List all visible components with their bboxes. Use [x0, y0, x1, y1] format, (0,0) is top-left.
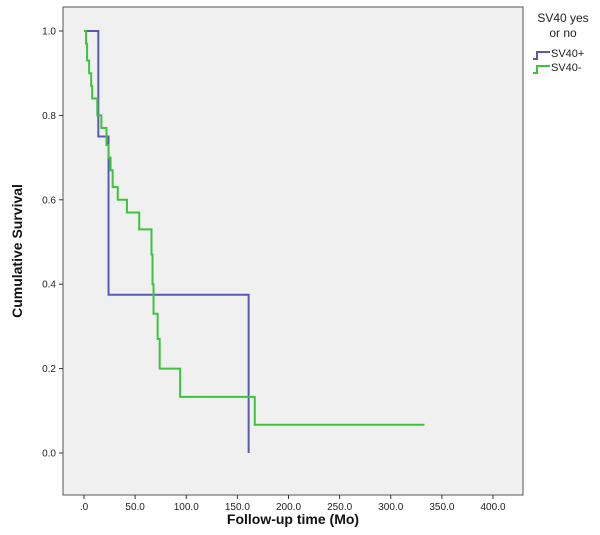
legend-swatch-sv40-	[533, 51, 550, 60]
y-axis-title: Cumulative Survival	[9, 184, 25, 318]
y-tick-label: 0.2	[42, 364, 56, 375]
legend-title: SV40 yes	[537, 11, 588, 25]
plot-area	[62, 6, 524, 496]
series-line-sv40-	[84, 30, 425, 426]
x-tick-label: 350.0	[429, 502, 454, 513]
x-tick-label: 50.0	[125, 502, 145, 513]
x-tick-label: 100.0	[174, 502, 199, 513]
series-line-sv40-	[84, 30, 250, 453]
x-tick-label: .0	[80, 502, 89, 513]
x-axis-title: Follow-up time (Mo)	[227, 511, 359, 527]
x-tick-label: 150.0	[225, 502, 250, 513]
legend-swatch-sv40-	[533, 65, 550, 74]
x-axis: .0 50.0 100.0 150.0 200.0 250.0 300.0 350.0 400.…	[80, 495, 506, 513]
legend: SV40 yes or no SV40+ SV40-	[533, 11, 589, 74]
x-tick-label: 200.0	[276, 502, 301, 513]
legend-label-sv40-: SV40-	[551, 62, 582, 74]
legend-label-sv40-: SV40+	[551, 48, 584, 60]
series-layer	[84, 30, 425, 453]
x-tick-label: 300.0	[378, 502, 403, 513]
y-tick-label: 0.0	[42, 449, 56, 460]
y-tick-label: 0.6	[42, 195, 56, 206]
legend-title-line-2: or no	[549, 26, 577, 40]
y-tick-label: 1.0	[42, 27, 56, 38]
y-tick-label: 0.4	[42, 280, 56, 291]
x-tick-label: 250.0	[327, 502, 352, 513]
x-tick-label: 400.0	[480, 502, 505, 513]
y-tick-label: 0.8	[42, 111, 56, 122]
y-axis: 0.0 0.2 0.4 0.6 0.8 1.0	[42, 27, 63, 460]
